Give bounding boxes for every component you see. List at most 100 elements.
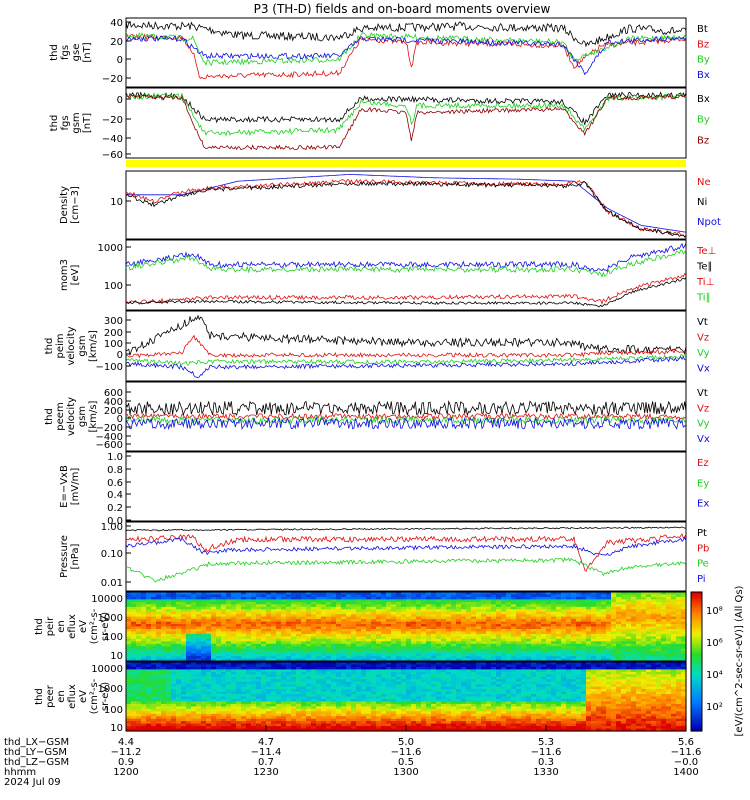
spectrogram-cell	[416, 624, 422, 628]
spectrogram-cell	[441, 619, 447, 623]
spectrogram-cell	[256, 638, 262, 642]
spectrogram-cell	[666, 611, 672, 615]
spectrogram-cell	[341, 706, 347, 710]
spectrogram-cell	[166, 599, 172, 603]
spectrogram-cell	[431, 629, 437, 633]
spectrogram-cell	[251, 676, 257, 680]
spectrogram-cell	[351, 646, 357, 650]
spectrogram-cell	[311, 604, 317, 608]
spectrogram-cell	[361, 594, 367, 598]
spectrogram-cell	[606, 606, 612, 610]
spectrogram-cell	[161, 641, 167, 645]
spectrogram-cell	[526, 614, 532, 618]
spectrogram-cell	[291, 696, 297, 700]
spectrogram-cell	[306, 679, 312, 683]
spectrogram-cell	[356, 646, 362, 650]
spectrogram-cell	[346, 684, 352, 688]
y-axis-label: en	[56, 620, 67, 633]
spectrogram-cell	[176, 621, 182, 625]
spectrogram-cell	[326, 604, 332, 608]
spectrogram-cell	[596, 626, 602, 630]
spectrogram-cell	[191, 614, 197, 618]
spectrogram-cell	[301, 653, 307, 657]
spectrogram-cell	[386, 616, 392, 620]
spectrogram-cell	[491, 592, 497, 596]
spectrogram-cell	[296, 666, 302, 670]
spectrogram-cell	[156, 606, 162, 610]
spectrogram-cell	[551, 641, 557, 645]
spectrogram-cell	[236, 726, 242, 730]
spectrogram-cell	[626, 648, 632, 652]
y-axis-label: [eV]	[70, 265, 81, 286]
spectrogram-cell	[281, 671, 287, 675]
spectrogram-cell	[636, 594, 642, 598]
spectrogram-cell	[521, 638, 527, 642]
spectrogram-cell	[191, 703, 197, 707]
spectrogram-cell	[221, 609, 227, 613]
spectrogram-cell	[406, 726, 412, 730]
spectrogram-cell	[621, 596, 627, 600]
spectrogram-cell	[406, 676, 412, 680]
spectrogram-cell	[331, 604, 337, 608]
spectrogram-cell	[511, 656, 517, 660]
spectrogram-cell	[281, 684, 287, 688]
spectrogram-cell	[196, 592, 202, 596]
spectrogram-cell	[171, 706, 177, 710]
spectrogram-cell	[241, 723, 247, 727]
spectrogram-cell	[516, 653, 522, 657]
spectrogram-cell	[336, 666, 342, 670]
y-axis-label: thd	[44, 338, 55, 355]
spectrogram-cell	[266, 631, 272, 635]
spectrogram-cell	[331, 713, 337, 717]
spectrogram-cell	[451, 658, 457, 662]
spectrogram-cell	[561, 592, 567, 596]
series-line-green	[125, 415, 687, 425]
spectrogram-cell	[191, 706, 197, 710]
spectrogram-cell	[326, 656, 332, 660]
spectrogram-cell	[531, 601, 537, 605]
spectrogram-cell	[201, 651, 207, 655]
spectrogram-cell	[331, 708, 337, 712]
spectrogram-cell	[146, 716, 152, 720]
y-axis-label: sr-eV)	[100, 612, 111, 641]
spectrogram-cell	[521, 592, 527, 596]
spectrogram-cell	[506, 606, 512, 610]
spectrogram-cell	[371, 662, 377, 666]
spectrogram-cell	[546, 609, 552, 613]
spectrogram-cell	[566, 594, 572, 598]
spectrogram-cell	[271, 671, 277, 675]
spectrogram-cell	[561, 626, 567, 630]
spectrogram-cell	[136, 646, 142, 650]
spectrogram-cell	[616, 626, 622, 630]
spectrogram-cell	[411, 666, 417, 670]
spectrogram-cell	[391, 706, 397, 710]
spectrogram-cell	[301, 711, 307, 715]
spectrogram-cell	[371, 658, 377, 662]
spectrogram-cell	[646, 592, 652, 596]
spectrogram-cell	[236, 703, 242, 707]
spectrogram-cell	[216, 662, 222, 666]
spectrogram-cell	[591, 629, 597, 633]
spectrogram-cell	[171, 594, 177, 598]
spectrogram-cell	[591, 624, 597, 628]
series-line-green	[125, 557, 687, 583]
spectrogram-cell	[141, 721, 147, 725]
spectrogram-cell	[376, 646, 382, 650]
spectrogram-cell	[546, 631, 552, 635]
spectrogram-cell	[436, 629, 442, 633]
spectrogram-cell	[126, 718, 132, 722]
spectrogram-cell	[276, 604, 282, 608]
spectrogram-cell	[236, 701, 242, 705]
spectrogram-cell	[311, 624, 317, 628]
spectrogram-cell	[461, 641, 467, 645]
spectrogram-cell	[306, 691, 312, 695]
spectrogram-cell	[391, 674, 397, 678]
spectrogram-cell	[286, 686, 292, 690]
spectrogram-cell	[246, 656, 252, 660]
spectrogram-cell	[626, 604, 632, 608]
y-axis-label: velocity	[66, 397, 77, 436]
spectrogram-cell	[376, 629, 382, 633]
spectrogram-cell	[266, 674, 272, 678]
spectrogram-cell	[156, 653, 162, 657]
spectrogram-cell	[271, 638, 277, 642]
